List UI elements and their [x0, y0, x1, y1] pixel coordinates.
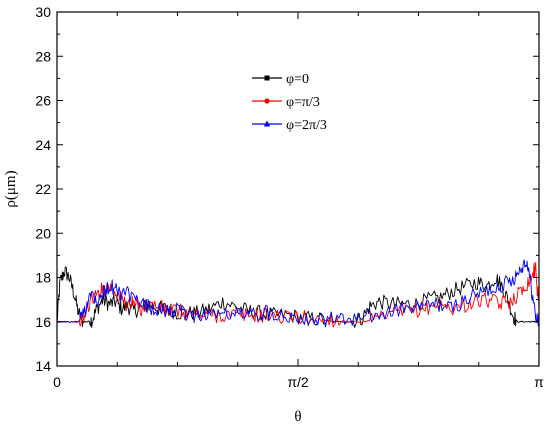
legend-marker-circle	[264, 98, 270, 104]
legend: φ=0 φ=π/3 φ=2π/3	[252, 72, 327, 133]
y-tick-label: 20	[35, 225, 51, 241]
y-tick-label: 22	[35, 181, 51, 197]
x-tick-label: π	[534, 374, 544, 390]
x-tick-label: 0	[53, 374, 61, 390]
legend-label: φ=0	[286, 72, 309, 87]
series-line	[56, 266, 540, 328]
series-line	[56, 259, 540, 328]
axis-ticks: 14 16 18 20 22 24 26 28 30 0 π/2 π	[35, 4, 544, 390]
x-axis-label: θ	[294, 409, 301, 425]
y-tick-label: 26	[35, 93, 51, 109]
y-axis-label: ρ(μm)	[3, 170, 19, 207]
legend-label: φ=2π/3	[286, 118, 327, 133]
y-tick-label: 18	[35, 270, 51, 286]
legend-marker-triangle	[263, 120, 271, 127]
legend-marker-square	[264, 75, 270, 81]
series-layer	[56, 259, 540, 328]
y-tick-label: 28	[35, 48, 51, 64]
y-tick-label: 24	[35, 137, 51, 153]
y-tick-label: 14	[35, 358, 51, 374]
legend-label: φ=π/3	[286, 95, 320, 110]
x-tick-label: π/2	[287, 374, 309, 390]
y-tick-label: 30	[35, 4, 51, 20]
y-tick-label: 16	[35, 314, 51, 330]
